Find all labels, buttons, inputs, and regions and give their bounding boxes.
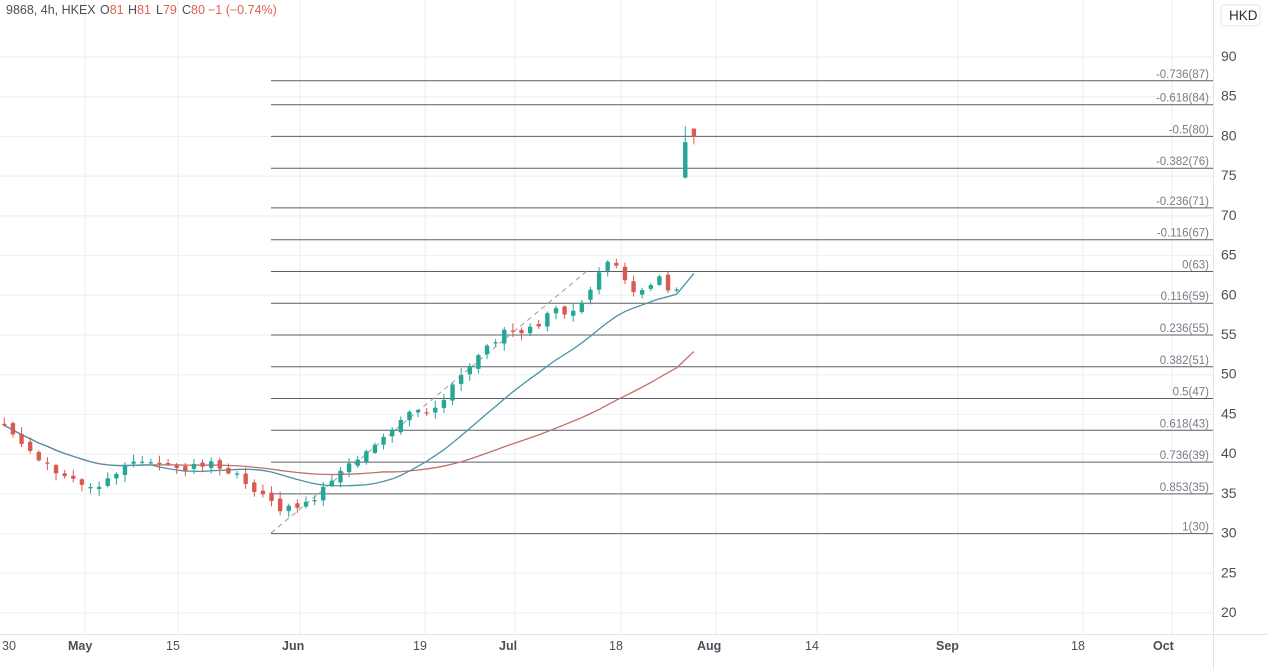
svg-text:-0.736(87): -0.736(87) [1156,69,1209,81]
svg-text:0.236(55): 0.236(55) [1160,323,1209,335]
svg-text:Jul: Jul [499,639,517,653]
svg-text:0(63): 0(63) [1182,260,1209,272]
svg-text:O81: O81 [100,3,124,17]
svg-text:-0.116(67): -0.116(67) [1157,228,1209,240]
svg-text:-0.5(80): -0.5(80) [1169,124,1209,136]
svg-text:-0.618(84): -0.618(84) [1156,93,1209,105]
svg-text:Sep: Sep [936,639,959,653]
svg-text:Oct: Oct [1153,639,1175,653]
svg-text:25: 25 [1221,564,1237,580]
svg-text:-0.382(76): -0.382(76) [1156,156,1209,168]
svg-text:65: 65 [1221,247,1237,263]
svg-text:18: 18 [609,639,623,653]
svg-text:9868, 4h, HKEX: 9868, 4h, HKEX [6,3,96,17]
svg-text:L79: L79 [156,3,177,17]
svg-text:60: 60 [1221,286,1237,302]
svg-text:55: 55 [1221,326,1237,342]
svg-text:15: 15 [166,639,180,653]
svg-text:Jun: Jun [282,639,304,653]
svg-text:14: 14 [805,639,819,653]
svg-text:−1 (−0.74%): −1 (−0.74%) [208,3,277,17]
svg-text:0.382(51): 0.382(51) [1160,355,1209,367]
svg-text:20: 20 [1221,604,1237,620]
svg-text:0.5(47): 0.5(47) [1173,387,1210,399]
svg-text:40: 40 [1221,445,1237,461]
svg-text:30: 30 [2,639,16,653]
svg-text:75: 75 [1221,167,1237,183]
svg-text:H81: H81 [128,3,151,17]
svg-text:0.853(35): 0.853(35) [1160,482,1209,494]
svg-text:35: 35 [1221,485,1237,501]
svg-text:1(30): 1(30) [1182,522,1209,534]
svg-text:0.736(39): 0.736(39) [1160,450,1209,462]
svg-text:90: 90 [1221,48,1237,64]
svg-text:19: 19 [413,639,427,653]
svg-text:May: May [68,639,92,653]
svg-text:80: 80 [1221,127,1237,143]
svg-text:85: 85 [1221,88,1237,104]
svg-text:45: 45 [1221,405,1237,421]
svg-text:C80: C80 [182,3,205,17]
svg-text:Aug: Aug [697,639,721,653]
svg-text:0.116(59): 0.116(59) [1161,291,1210,303]
svg-text:-0.236(71): -0.236(71) [1156,196,1209,208]
svg-text:70: 70 [1221,207,1237,223]
svg-text:50: 50 [1221,366,1237,382]
svg-text:HKD: HKD [1229,8,1258,23]
svg-text:18: 18 [1071,639,1085,653]
svg-text:0.618(43): 0.618(43) [1160,418,1209,430]
svg-text:30: 30 [1221,525,1237,541]
